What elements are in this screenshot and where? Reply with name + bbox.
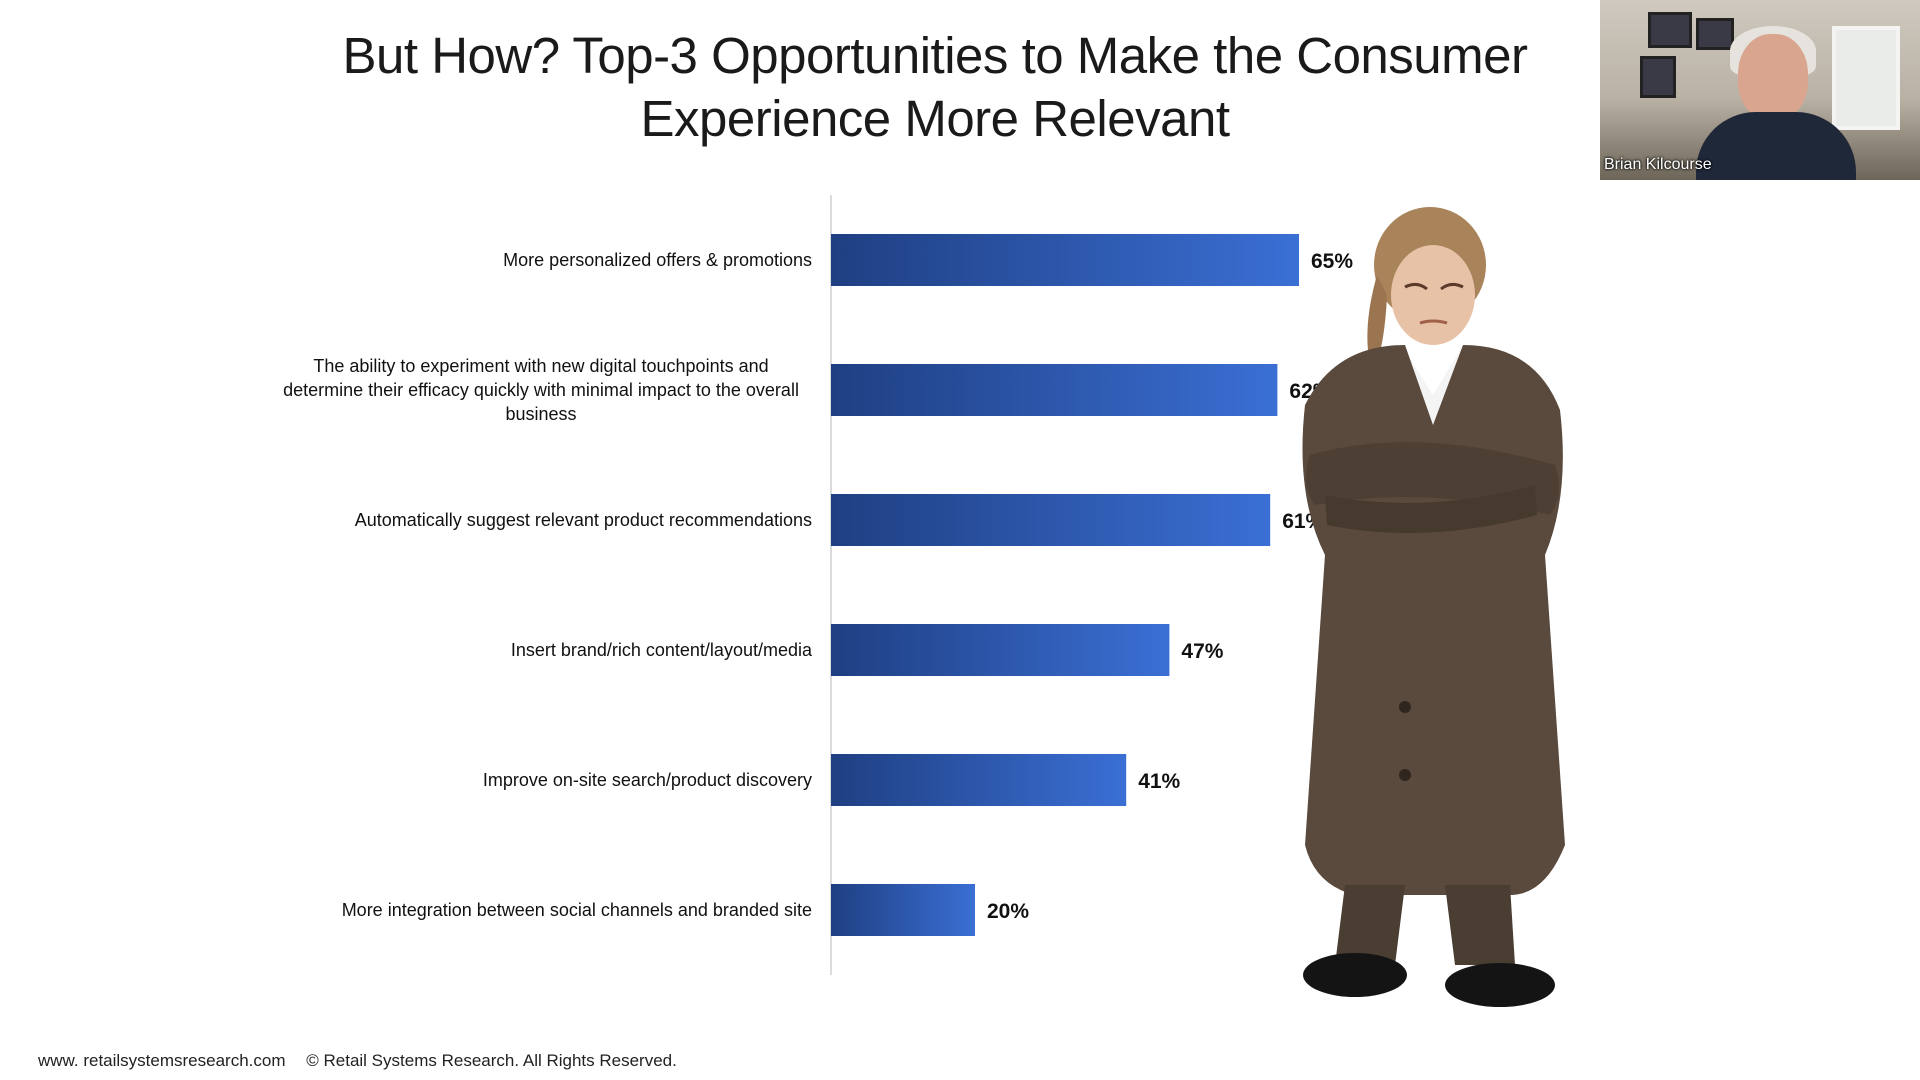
wall-picture — [1696, 18, 1734, 50]
category-label: Improve on-site search/product discovery — [483, 770, 812, 790]
footer-website: www. retailsystemsresearch.com — [38, 1051, 286, 1070]
participant-face — [1738, 34, 1808, 120]
webcam-tile[interactable]: Brian Kilcourse — [1600, 0, 1920, 180]
category-label: The ability to experiment with new digit… — [283, 356, 799, 424]
wall-picture — [1648, 12, 1692, 48]
footer: www. retailsystemsresearch.com © Retail … — [38, 1051, 693, 1071]
category-label: Automatically suggest relevant product r… — [355, 510, 812, 530]
child-in-oversized-coat-image — [1302, 207, 1565, 1007]
bar-value-label: 41% — [1138, 770, 1180, 793]
bar-1 — [831, 234, 1299, 286]
bar-2 — [831, 364, 1278, 416]
category-label: More integration between social channels… — [342, 900, 812, 920]
participant-name-tag: Brian Kilcourse — [1604, 156, 1712, 173]
bar-value-label: 47% — [1181, 640, 1223, 663]
bar-5 — [831, 754, 1127, 806]
category-label: Insert brand/rich content/layout/media — [511, 640, 813, 660]
participant-body — [1696, 112, 1856, 180]
bar-chart: 65% More personalized offers & promotions… — [283, 195, 1353, 975]
wall-picture — [1640, 56, 1676, 98]
slide-title: But How? Top-3 Opportunities to Make the… — [342, 27, 1528, 147]
room-window — [1832, 26, 1900, 130]
bar-value-label: 20% — [987, 900, 1029, 923]
footer-copyright: © Retail Systems Research. All Rights Re… — [306, 1051, 677, 1070]
category-label: More personalized offers & promotions — [503, 250, 812, 270]
bar-6 — [831, 884, 975, 936]
bars-group: 65% More personalized offers & promotions… — [283, 234, 1353, 936]
bar-3 — [831, 494, 1271, 546]
bar-value-label: 65% — [1311, 250, 1353, 273]
bar-4 — [831, 624, 1170, 676]
